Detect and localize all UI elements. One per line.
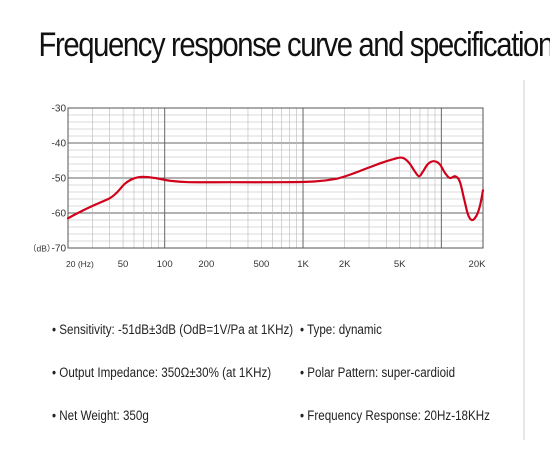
x-tick-label: 500 (253, 259, 269, 270)
spec-frequency-response: • Frequency Response: 20Hz-18KHz (300, 408, 490, 423)
x-tick-label: 100 (157, 259, 173, 270)
page-edge-divider (523, 80, 525, 440)
spec-polar-pattern: • Polar Pattern: super-cardioid (300, 365, 456, 380)
x-tick-label: 5K (394, 259, 406, 270)
x-tick-label: 20K (469, 259, 487, 270)
chart-series (66, 156, 485, 222)
page-title: Frequency response curve and specificati… (38, 26, 550, 64)
chart-grid (67, 107, 484, 249)
x-tick-label: 2K (339, 259, 351, 270)
x-tick-label: 200 (198, 259, 214, 270)
x-tick-label: 50 (118, 259, 129, 270)
y-tick-label: -40 (52, 139, 67, 150)
frequency-response-line (66, 156, 485, 222)
y-tick-label: -60 (52, 209, 67, 220)
y-tick-label: -30 (52, 104, 67, 115)
spec-sensitivity: • Sensitivity: -51dB±3dB (OdB=1V/Pa at 1… (52, 322, 294, 337)
spec-type: • Type: dynamic (300, 322, 382, 337)
y-axis-unit-label: （dB） (28, 244, 55, 254)
x-tick-label: 1K (297, 259, 309, 270)
x-tick-label: 20 (Hz) (66, 259, 94, 269)
frequency-response-chart: -30 -40 -50 -60 -70 20 (Hz) 50 100 200 500 1K 2K 5K… (28, 104, 486, 271)
plot-frame (67, 107, 484, 249)
x-axis-ticks: 20 (Hz) 50 100 200 500 1K 2K 5K 20K (66, 259, 486, 270)
spec-output-impedance: • Output Impedance: 350Ω±30% (at 1KHz) (52, 365, 272, 380)
spec-net-weight: • Net Weight: 350g (52, 408, 149, 423)
y-tick-label: -50 (52, 174, 67, 185)
y-axis-ticks: -30 -40 -50 -60 -70 (52, 104, 67, 255)
y-tick-label: -70 (52, 244, 67, 255)
